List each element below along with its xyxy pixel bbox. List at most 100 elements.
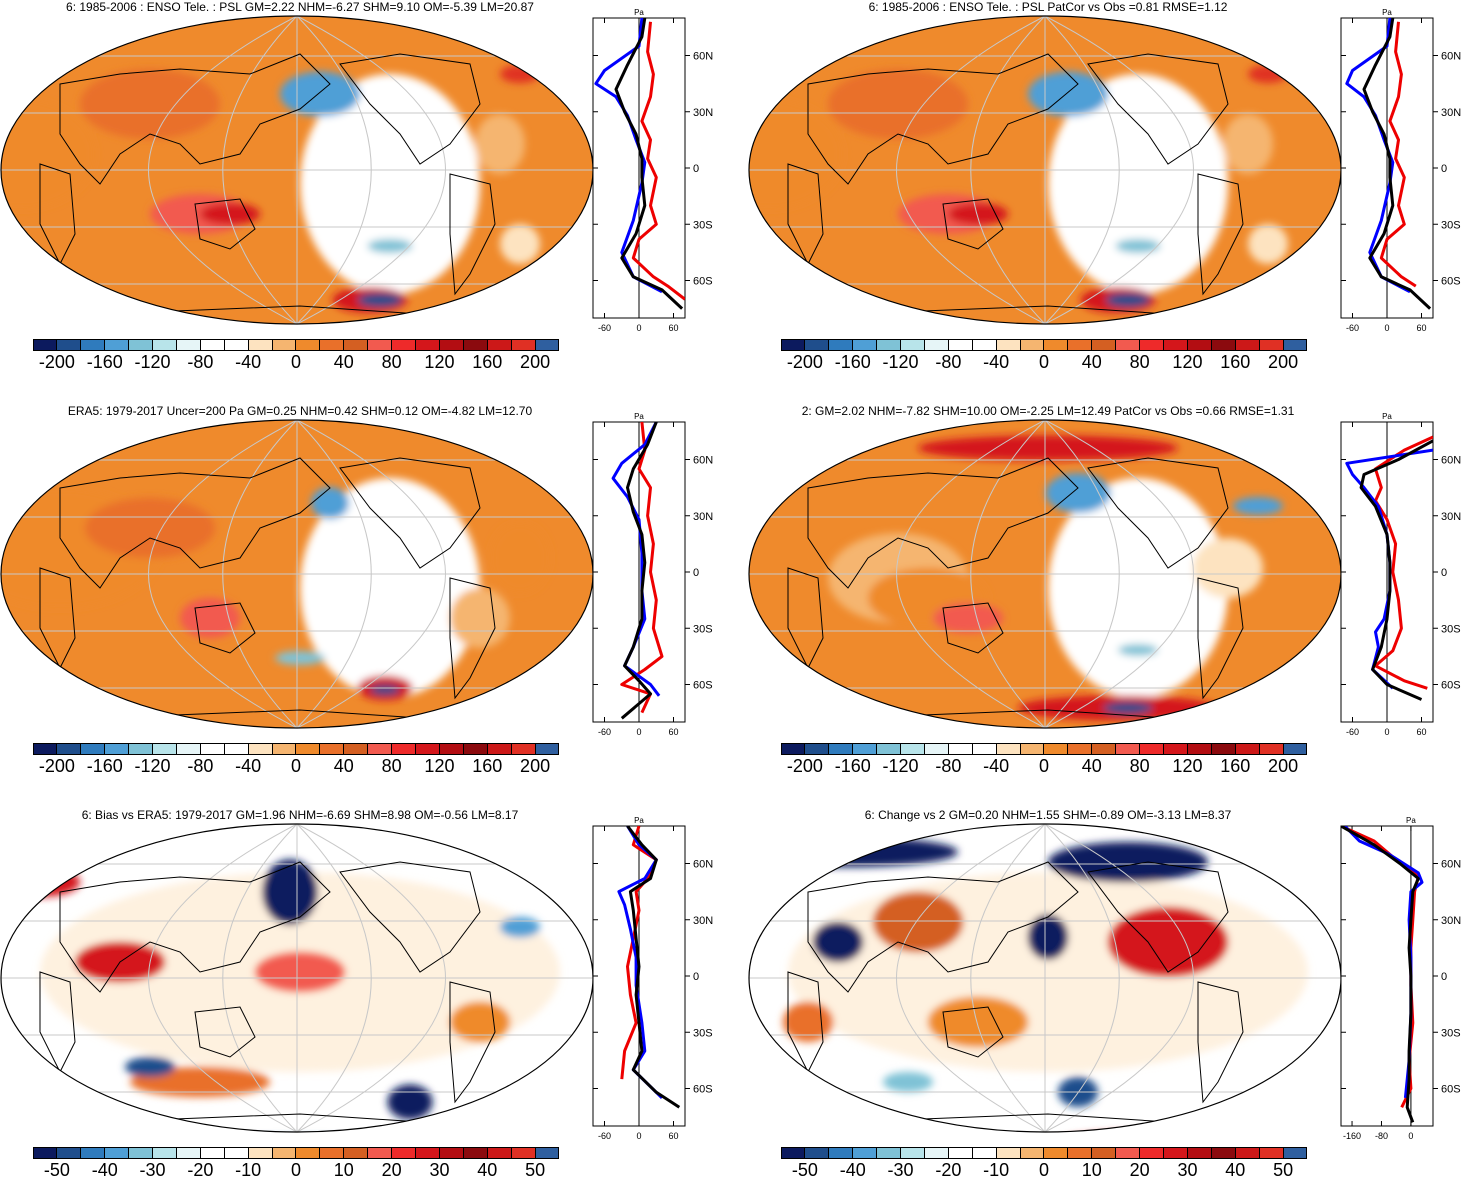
profile-lat-label: 0 xyxy=(1441,971,1447,983)
colorbar-swatch xyxy=(152,339,177,351)
colorbar xyxy=(33,1147,559,1159)
colorbar-swatch xyxy=(804,339,829,351)
panel-title: 2: GM=2.02 NHM=-7.82 SHM=10.00 OM=-2.25 … xyxy=(801,404,1295,418)
colorbar-label: 200 xyxy=(1268,352,1299,372)
world-map xyxy=(0,15,594,325)
colorbar-label: 80 xyxy=(381,352,402,372)
colorbar-swatch xyxy=(972,339,997,351)
colorbar-swatch xyxy=(296,339,321,351)
colorbar-label: 200 xyxy=(520,756,551,776)
colorbar-label: -160 xyxy=(834,352,871,372)
profile-x-tick: -60 xyxy=(1346,323,1359,333)
profile-lat-label: 60S xyxy=(1441,680,1461,692)
profile-lat-label: 60S xyxy=(693,276,713,288)
colorbar-swatch xyxy=(248,1147,273,1159)
colorbar-swatch xyxy=(104,339,129,351)
colorbar-label: 80 xyxy=(1129,352,1150,372)
profile-lat-label: 30N xyxy=(1441,915,1461,927)
colorbar-swatch xyxy=(200,1147,225,1159)
profile-series-line xyxy=(1379,21,1417,288)
profile-lat-label: 0 xyxy=(693,567,699,579)
colorbar-swatch xyxy=(1212,743,1237,755)
profile-lat-label: 30N xyxy=(1441,107,1461,119)
panel-title: 6: 1985-2006 : ENSO Tele. : PSL GM=2.22 … xyxy=(66,0,534,14)
colorbar-swatch xyxy=(1236,339,1261,351)
profile-lat-label: 30S xyxy=(693,1027,713,1039)
colorbar-swatch xyxy=(512,743,537,755)
profile-unit: Pa xyxy=(634,8,644,17)
colorbar-swatch xyxy=(1092,1147,1117,1159)
colorbar-label: -20 xyxy=(187,1160,214,1180)
colorbar xyxy=(781,339,1307,351)
colorbar-swatch xyxy=(781,1147,805,1159)
colorbar-swatch xyxy=(924,339,949,351)
profile-lat-label: 60N xyxy=(1441,859,1461,871)
colorbar-label: 40 xyxy=(477,1160,498,1180)
colorbar-swatch xyxy=(488,339,513,351)
colorbar-swatch xyxy=(828,743,853,755)
colorbar-label: -120 xyxy=(134,352,171,372)
colorbar-swatch xyxy=(536,1147,559,1159)
colorbar-swatch xyxy=(1044,1147,1069,1159)
colorbar-swatch xyxy=(852,339,877,351)
colorbar-labels: -200 -160 -120 -80 -40 0 40 80 120 160 200 xyxy=(781,756,1307,780)
zonal-profile: Pa 60N 30N 0 30S 60S -160 -80 0 xyxy=(1340,816,1461,1141)
colorbar-swatch xyxy=(972,743,997,755)
colorbar-swatch xyxy=(33,743,57,755)
colorbar-label: 120 xyxy=(424,756,455,776)
colorbar-swatch xyxy=(56,1147,81,1159)
profile-lat-label: 60N xyxy=(693,51,713,63)
panel-title: 6: Bias vs ERA5: 1979-2017 GM=1.96 NHM=-… xyxy=(81,808,519,822)
colorbar-swatch xyxy=(392,339,417,351)
profile-lat-label: 30S xyxy=(1441,219,1461,231)
profile-lat-label: 30S xyxy=(1441,623,1461,635)
colorbar-labels: -200 -160 -120 -80 -40 0 40 80 120 160 200 xyxy=(33,756,559,780)
colorbar-swatch xyxy=(900,1147,925,1159)
colorbar-swatch xyxy=(924,743,949,755)
colorbar-labels: -200 -160 -120 -80 -40 0 40 80 120 160 200 xyxy=(33,352,559,376)
profile-lat-label: 30N xyxy=(1441,511,1461,523)
colorbar-swatch xyxy=(320,743,345,755)
colorbar-swatch xyxy=(248,743,273,755)
colorbar-swatch xyxy=(781,339,805,351)
colorbar-swatch xyxy=(852,743,877,755)
colorbar-swatch xyxy=(152,1147,177,1159)
profile-lat-label: 30N xyxy=(693,107,713,119)
colorbar-swatch xyxy=(512,339,537,351)
profile-x-tick: 0 xyxy=(1384,323,1389,333)
world-map xyxy=(0,419,594,729)
colorbar-swatch xyxy=(924,1147,949,1159)
colorbar-label: -40 xyxy=(235,352,262,372)
colorbar-swatch xyxy=(1188,1147,1213,1159)
colorbar-swatch xyxy=(512,1147,537,1159)
colorbar-label: -200 xyxy=(786,352,823,372)
colorbar-label: -50 xyxy=(43,1160,70,1180)
profile-unit: Pa xyxy=(634,412,644,421)
colorbar-label: -80 xyxy=(187,352,214,372)
colorbar-swatch xyxy=(1020,743,1045,755)
colorbar-swatch xyxy=(1020,1147,1045,1159)
zonal-profile: Pa 60N 30N 0 30S 60S -60 0 60 xyxy=(1340,412,1461,737)
profile-lat-label: 30S xyxy=(693,623,713,635)
profile-x-tick: 60 xyxy=(668,727,678,737)
colorbar-swatch xyxy=(176,339,201,351)
colorbar-labels: -200 -160 -120 -80 -40 0 40 80 120 160 200 xyxy=(781,352,1307,376)
colorbar-swatch xyxy=(1164,1147,1189,1159)
colorbar-label: -200 xyxy=(38,756,75,776)
colorbar-label: -200 xyxy=(786,756,823,776)
colorbar-label: 40 xyxy=(1081,352,1102,372)
profile-lat-label: 0 xyxy=(1441,163,1447,175)
colorbar-swatch xyxy=(440,339,465,351)
panel-title: 6: Change vs 2 GM=0.20 NHM=1.55 SHM=-0.8… xyxy=(864,808,1232,822)
colorbar-label: -40 xyxy=(235,756,262,776)
colorbar-swatch xyxy=(781,743,805,755)
colorbar-swatch xyxy=(1116,339,1141,351)
colorbar-label: 200 xyxy=(520,352,551,372)
colorbar-swatch xyxy=(1068,1147,1093,1159)
colorbar-label: -120 xyxy=(882,756,919,776)
colorbar-swatch xyxy=(948,1147,973,1159)
profile-series-line xyxy=(626,826,681,1109)
colorbar-label: 160 xyxy=(1220,756,1251,776)
colorbar-label: 50 xyxy=(525,1160,546,1180)
colorbar-label: -30 xyxy=(139,1160,166,1180)
